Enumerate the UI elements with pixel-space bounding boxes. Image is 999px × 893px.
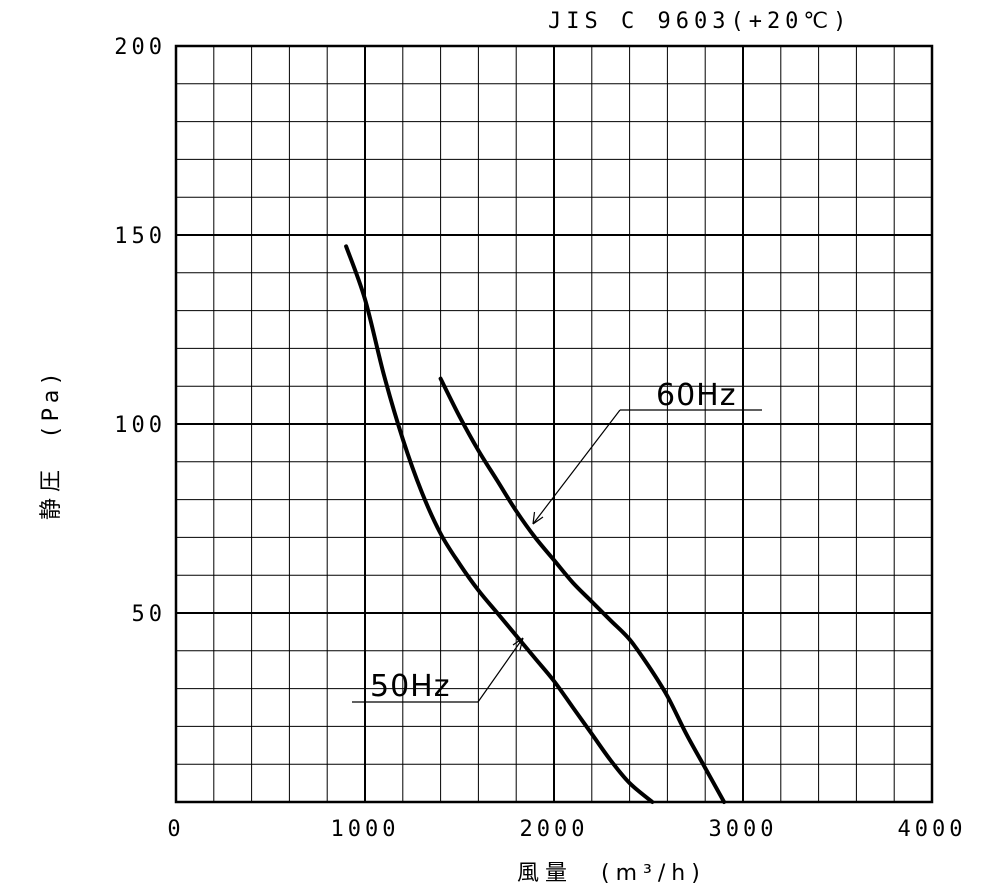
- series-label-50hz: 50Hz: [370, 669, 450, 704]
- callout-50hz: 50Hz: [352, 637, 524, 704]
- callout-leader-50hz: [477, 637, 524, 703]
- standard-note: JIS C 9603(+20℃): [548, 9, 851, 34]
- series-line-50hz: [344, 244, 655, 804]
- x-tick-label: 2000: [520, 817, 589, 842]
- plot-frame: [174, 44, 934, 804]
- series-label-60hz: 60Hz: [656, 378, 736, 413]
- y-tick-labels: 50 100 150 200: [114, 35, 167, 627]
- y-tick-label: 150: [114, 224, 166, 249]
- series-line-60hz: [438, 376, 727, 804]
- y-tick-label: 200: [114, 35, 166, 60]
- callout-arrow-50hz: [512, 637, 524, 651]
- x-tick-label: 3000: [709, 817, 778, 842]
- y-tick-label: 50: [132, 602, 167, 627]
- callout-arrow-60hz: [532, 511, 544, 525]
- x-axis-label: 風量 (m³/h): [517, 861, 706, 886]
- callout-60hz: 60Hz: [532, 378, 762, 525]
- callout-leader-60hz: [532, 409, 621, 525]
- y-tick-label: 100: [114, 413, 166, 438]
- y-axis-label: 静圧 (Pa): [39, 369, 64, 520]
- series-lines: [344, 244, 727, 804]
- x-tick-labels: 0 1000 2000 3000 4000: [167, 817, 967, 842]
- x-tick-label: 1000: [331, 817, 400, 842]
- x-tick-label: 0: [167, 817, 184, 842]
- x-tick-label: 4000: [898, 817, 967, 842]
